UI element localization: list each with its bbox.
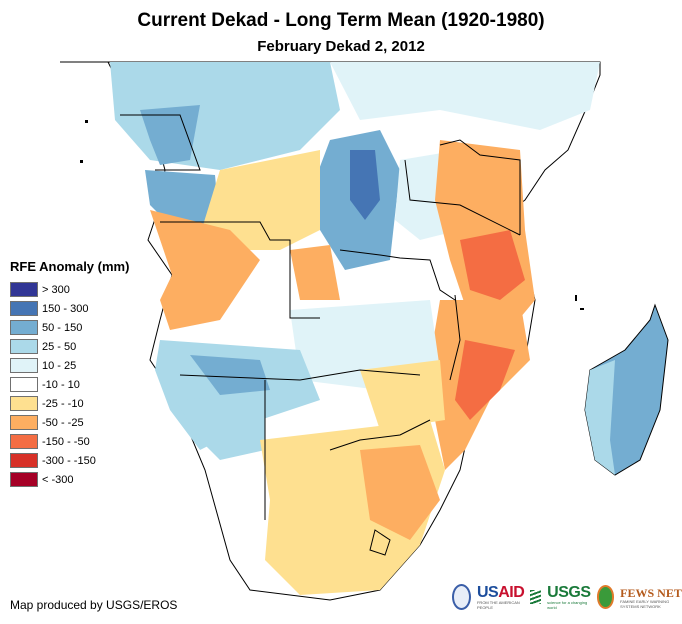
usgs-wordmark: USGS — [547, 584, 591, 601]
usgs-tagline: science for a changing world — [547, 600, 588, 610]
region-south-africa-orange — [360, 445, 440, 540]
legend-swatch — [10, 358, 38, 373]
usgs-logo: USGS science for a changing world — [547, 584, 591, 610]
legend-label: 25 - 50 — [42, 340, 77, 353]
islands — [80, 120, 584, 310]
region-angola-orange — [290, 245, 340, 300]
legend-swatch — [10, 320, 38, 335]
region-drc-strong — [350, 150, 380, 220]
legend-label: > 300 — [42, 283, 70, 296]
legend-item: 150 - 300 — [10, 299, 129, 318]
region-tanzania-strong — [460, 230, 525, 300]
legend: RFE Anomaly (mm) > 300 150 - 300 50 - 150 2… — [10, 259, 129, 489]
fews-tagline: FAMINE EARLY WARNING SYSTEMS NETWORK — [620, 598, 670, 609]
legend-title: RFE Anomaly (mm) — [10, 259, 130, 274]
legend-label: -300 - -150 — [42, 454, 96, 467]
legend-swatch — [10, 282, 38, 297]
region-cameroon-gabon-wet — [140, 105, 200, 165]
region-angola-south-strong — [190, 355, 270, 395]
usaid-tagline: FROM THE AMERICAN PEOPLE — [476, 600, 520, 610]
legend-item: < -300 — [10, 470, 129, 489]
madagascar-west-light — [585, 360, 615, 475]
map-subtitle: February Dekad 2, 2012 — [257, 38, 425, 55]
legend-item: > 300 — [10, 280, 129, 299]
legend-swatch — [10, 472, 38, 487]
legend-item: 50 - 150 — [10, 318, 129, 337]
usaid-wordmark: USAID — [476, 584, 525, 601]
legend-label: -25 - -10 — [42, 397, 84, 410]
legend-swatch — [10, 377, 38, 392]
legend-item: 25 - 50 — [10, 337, 129, 356]
logo-bar: USAID FROM THE AMERICAN PEOPLE USGS scie… — [452, 584, 682, 610]
fews-wordmark: FEWS NET — [620, 585, 682, 600]
legend-swatch — [10, 434, 38, 449]
country-borders — [120, 114, 521, 556]
credit-text: Map produced by USGS/EROS — [10, 598, 178, 612]
region-west-africa-light — [330, 62, 600, 130]
legend-item: -300 - -150 — [10, 451, 129, 470]
legend-swatch — [10, 453, 38, 468]
legend-item: 10 - 25 — [10, 356, 129, 375]
legend-label: -150 - -50 — [42, 435, 90, 448]
legend-label: -50 - -25 — [42, 416, 84, 429]
legend-label: 150 - 300 — [42, 302, 89, 315]
legend-label: 50 - 150 — [42, 321, 83, 334]
legend-swatch — [10, 301, 38, 316]
fews-globe-icon — [596, 585, 615, 609]
legend-item: -150 - -50 — [10, 432, 129, 451]
legend-swatch — [10, 415, 38, 430]
map-title: Current Dekad - Long Term Mean (1920-198… — [137, 10, 545, 31]
region-central-dry — [200, 150, 320, 250]
region-zimbabwe-dry — [360, 360, 445, 430]
fews-logo: FEWS NET FAMINE EARLY WARNING SYSTEMS NE… — [620, 586, 682, 609]
usgs-mark-icon — [530, 590, 542, 604]
legend-label: 10 - 25 — [42, 359, 77, 372]
legend-item: -10 - 10 — [10, 375, 129, 394]
region-angola-coast-dry — [150, 210, 260, 330]
usaid-logo: USAID FROM THE AMERICAN PEOPLE — [476, 584, 525, 610]
legend-item: -50 - -25 — [10, 413, 129, 432]
region-namibia-wet — [175, 395, 265, 460]
usaid-seal-icon — [452, 584, 471, 610]
legend-swatch — [10, 339, 38, 354]
legend-label: -10 - 10 — [42, 378, 80, 391]
legend-swatch — [10, 396, 38, 411]
region-mozambique-strong — [455, 340, 515, 420]
legend-label: < -300 — [42, 473, 74, 486]
legend-item: -25 - -10 — [10, 394, 129, 413]
